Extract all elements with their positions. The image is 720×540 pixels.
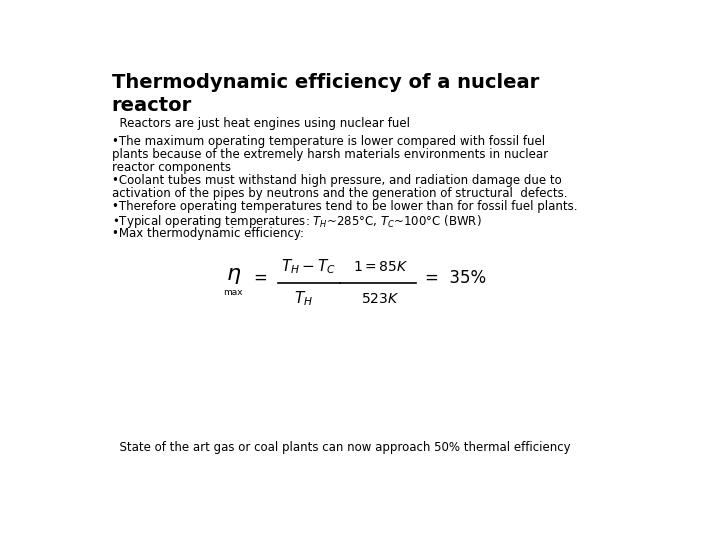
Text: $523K$: $523K$ xyxy=(361,292,400,306)
Text: Thermodynamic efficiency of a nuclear: Thermodynamic efficiency of a nuclear xyxy=(112,72,539,91)
Text: plants because of the extremely harsh materials environments in nuclear: plants because of the extremely harsh ma… xyxy=(112,148,548,161)
Text: $T_H -T_C$: $T_H -T_C$ xyxy=(281,257,336,276)
Text: •Therefore operating temperatures tend to be lower than for fossil fuel plants.: •Therefore operating temperatures tend t… xyxy=(112,200,577,213)
Text: $\eta$: $\eta$ xyxy=(225,266,241,286)
Text: $T_H$: $T_H$ xyxy=(294,289,312,308)
Text: =: = xyxy=(253,269,267,287)
Text: reactor components: reactor components xyxy=(112,161,230,174)
Text: reactor: reactor xyxy=(112,96,192,114)
Text: $1{=}85K$: $1{=}85K$ xyxy=(353,260,408,274)
Text: max: max xyxy=(224,288,243,297)
Text: State of the art gas or coal plants can now approach 50% thermal efficiency: State of the art gas or coal plants can … xyxy=(112,441,570,454)
Text: •Max thermodynamic efficiency:: •Max thermodynamic efficiency: xyxy=(112,226,304,240)
Text: Reactors are just heat engines using nuclear fuel: Reactors are just heat engines using nuc… xyxy=(112,117,410,130)
Text: •Typical operating temperatures: $T_H$~285°C, $T_C$~100°C (BWR): •Typical operating temperatures: $T_H$~2… xyxy=(112,213,482,231)
Text: •The maximum operating temperature is lower compared with fossil fuel: •The maximum operating temperature is lo… xyxy=(112,135,545,148)
Text: •Coolant tubes must withstand high pressure, and radiation damage due to: •Coolant tubes must withstand high press… xyxy=(112,174,562,187)
Text: =  35%: = 35% xyxy=(425,269,486,287)
Text: activation of the pipes by neutrons and the generation of structural  defects.: activation of the pipes by neutrons and … xyxy=(112,187,567,200)
